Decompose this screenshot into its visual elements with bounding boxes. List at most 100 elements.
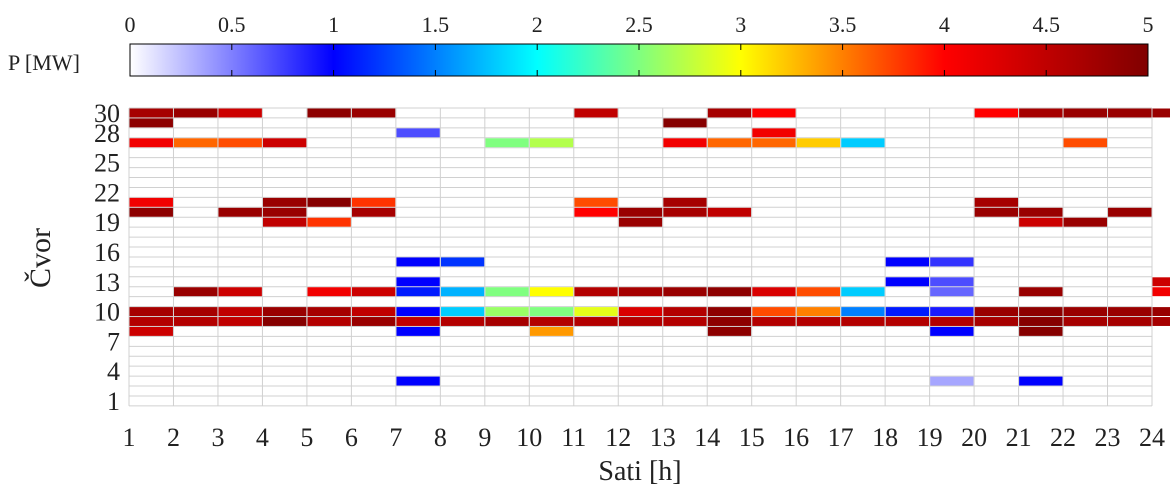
heatmap-cell xyxy=(307,217,351,227)
colorbar-tick-label: 0.5 xyxy=(218,12,246,37)
x-tick-label: 1 xyxy=(123,423,136,452)
heatmap-cell xyxy=(1108,108,1152,118)
heatmap-cell xyxy=(663,207,707,217)
heatmap-cell xyxy=(485,287,529,297)
heatmap-cell xyxy=(707,138,752,148)
x-tick-label: 19 xyxy=(917,423,943,452)
y-tick-label: 22 xyxy=(94,178,120,207)
heatmap-cell xyxy=(440,317,485,326)
heatmap-cell xyxy=(974,108,1019,118)
heatmap-cell xyxy=(262,197,307,207)
colorbar-tick-label: 0 xyxy=(125,12,136,37)
heatmap-cell xyxy=(1108,207,1152,217)
x-tick-label: 8 xyxy=(434,423,447,452)
colorbar-tick-label: 4.5 xyxy=(1032,12,1060,37)
heatmap-cell xyxy=(574,108,618,118)
x-tick-label: 21 xyxy=(1006,423,1032,452)
x-tick-label: 22 xyxy=(1050,423,1076,452)
heatmap-cell xyxy=(1063,138,1108,148)
heatmap-cell xyxy=(485,307,529,317)
heatmap-cell xyxy=(396,376,440,386)
heatmap-cell xyxy=(974,317,1019,326)
heatmap-cell xyxy=(930,326,974,336)
heatmap-cell xyxy=(351,307,396,317)
heatmap-cell xyxy=(930,376,974,386)
heatmap-cell xyxy=(529,287,574,297)
heatmap-cell xyxy=(218,138,262,148)
heatmap-cell xyxy=(129,138,173,148)
heatmap-cell xyxy=(1019,307,1063,317)
x-tick-label: 4 xyxy=(256,423,269,452)
heatmap-cell xyxy=(1019,326,1063,336)
heatmap-cell xyxy=(574,287,618,297)
heatmap-cell xyxy=(574,307,618,317)
heatmap-cell xyxy=(129,197,173,207)
x-tick-label: 20 xyxy=(961,423,987,452)
heatmap-cell xyxy=(841,287,885,297)
y-tick-label: 16 xyxy=(94,238,120,267)
colorbar: 0 0.5 1 1.5 2 2.5 3 3.5 4 4.5 5 P [MW] xyxy=(8,12,1154,77)
heatmap-cell xyxy=(262,317,307,326)
heatmap-cell xyxy=(129,118,173,128)
heatmap-cell xyxy=(930,317,974,326)
heatmap-cell xyxy=(663,118,707,128)
colorbar-tick-label: 3.5 xyxy=(829,12,857,37)
heatmap-cell xyxy=(129,108,173,118)
heatmap-cell xyxy=(307,317,351,326)
grid-columns xyxy=(128,108,1153,406)
y-tick-label: 28 xyxy=(94,119,120,148)
heatmap-cell xyxy=(707,317,752,326)
x-tick-label: 11 xyxy=(561,423,586,452)
heatmap-cell xyxy=(1019,317,1063,326)
heatmap-cell xyxy=(129,307,173,317)
heatmap-cell xyxy=(1063,108,1108,118)
heatmap-cell xyxy=(752,287,796,297)
heatmap-cell xyxy=(262,217,307,227)
heatmap-cell xyxy=(752,128,796,138)
heatmap-cell xyxy=(707,326,752,336)
heatmap-cell xyxy=(529,326,574,336)
heatmap-cell xyxy=(1019,287,1063,297)
heatmap-cell xyxy=(218,108,262,118)
heatmap-cell xyxy=(218,307,262,317)
heatmap-cell xyxy=(351,317,396,326)
x-axis-label: Sati [h] xyxy=(598,456,681,487)
x-tick-label: 13 xyxy=(650,423,676,452)
heatmap-cell xyxy=(618,317,663,326)
heatmap-cell xyxy=(707,287,752,297)
x-tick-label: 24 xyxy=(1139,423,1165,452)
heatmap-cell xyxy=(574,197,618,207)
y-tick-label: 1 xyxy=(107,387,120,416)
x-tick-label: 15 xyxy=(739,423,765,452)
heatmap-cell xyxy=(1063,217,1108,227)
heatmap-cell xyxy=(307,307,351,317)
heatmap-cell xyxy=(752,317,796,326)
y-tick-label: 10 xyxy=(94,298,120,327)
heatmap-cell xyxy=(574,207,618,217)
colorbar-tick-label: 2.5 xyxy=(625,12,653,37)
heatmap-cell xyxy=(1019,207,1063,217)
heatmap-cell xyxy=(752,307,796,317)
y-axis-label: Čvor xyxy=(24,228,57,288)
colorbar-tick-label: 1 xyxy=(328,12,339,37)
heatmap-cell xyxy=(485,138,529,148)
heatmap-cell xyxy=(173,138,218,148)
heatmap-cell xyxy=(930,257,974,267)
y-tick-label: 25 xyxy=(94,149,120,178)
heatmap-cell xyxy=(841,307,885,317)
heatmap-cell xyxy=(129,326,173,336)
heatmap-cell xyxy=(529,138,574,148)
x-tick-label: 10 xyxy=(516,423,542,452)
colorbar-tick-label: 4 xyxy=(939,12,950,37)
heatmap-cell xyxy=(618,207,663,217)
heatmap-cell xyxy=(574,317,618,326)
heatmap-cell xyxy=(307,108,351,118)
colorbar-tick-label: 2 xyxy=(532,12,543,37)
heatmap-cell xyxy=(974,207,1019,217)
grid-rows xyxy=(129,107,1152,407)
heatmap-cell xyxy=(707,108,752,118)
heatmap-cell xyxy=(618,287,663,297)
x-tick-label: 6 xyxy=(345,423,358,452)
